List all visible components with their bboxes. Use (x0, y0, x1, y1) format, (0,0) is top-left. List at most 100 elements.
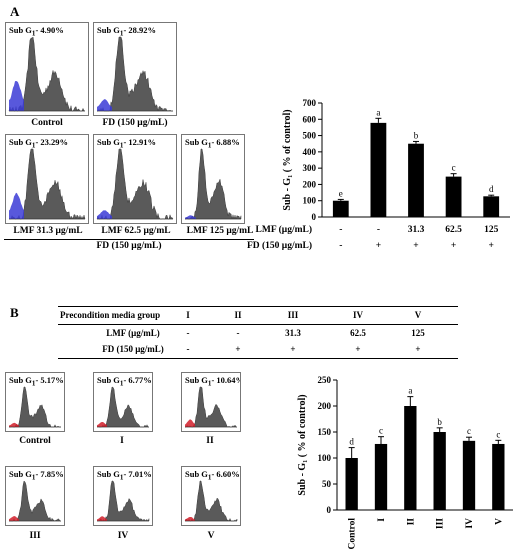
y-tick-label: 150 (318, 427, 332, 437)
histogram-area (184, 480, 238, 522)
row-label: LMF (μg/mL) (256, 224, 312, 235)
histogram-caption: I (120, 436, 124, 446)
table-row-label: LMF (μg/mL) (106, 328, 160, 338)
histogram-a-0: Sub G1- 4.90% (5, 22, 89, 116)
histogram-area (96, 480, 150, 522)
significance-letter: c (452, 163, 456, 173)
histogram-b-5: Sub G1- 6.60% (181, 466, 241, 526)
row-value: - (377, 225, 380, 235)
bar (445, 176, 462, 217)
histogram-caption: LMF 31.3 μg/mL (13, 226, 83, 236)
histogram-a-2: Sub G1- 23.29% (5, 134, 89, 224)
y-axis-label: Sub - G₁ ( % of control) (297, 394, 308, 495)
y-tick-label: 200 (318, 401, 332, 411)
sub-g1-area (9, 81, 24, 111)
y-tick-label: 250 (318, 375, 332, 385)
row-value: + (376, 241, 381, 251)
row-value: + (451, 241, 456, 251)
bar (345, 458, 358, 510)
bar (332, 200, 349, 217)
table-cell: 125 (411, 328, 425, 338)
histogram-area (97, 36, 173, 112)
bar (462, 440, 476, 510)
chart-a: 0 100 200 300 400 500 600 700 Sub - G₁ ( % of co… (247, 95, 515, 270)
histogram-area (185, 148, 242, 220)
histogram-label: Sub G1- 28.92% (97, 25, 157, 38)
significance-letter: a (376, 107, 380, 117)
sub-g1-area (185, 517, 195, 521)
table-header-cell: III (287, 310, 299, 320)
row-value: 31.3 (408, 225, 425, 235)
histogram-b-4: Sub G1- 7.01% (93, 466, 153, 526)
significance-letter: d (489, 184, 494, 194)
sub-g1-area (9, 422, 19, 427)
table-cell: + (235, 344, 241, 354)
table-cell: 62.5 (350, 328, 366, 338)
histogram-a-4: Sub G1- 6.88% (181, 134, 245, 224)
panel-b-letter: B (10, 305, 19, 320)
significance-letter: d (349, 437, 354, 447)
y-tick-label: 0 (327, 505, 332, 515)
table-top-rule (58, 306, 458, 307)
table-cell: - (186, 344, 190, 354)
histogram-caption: II (206, 436, 214, 446)
sub-g1-area (97, 516, 107, 521)
histogram-label: Sub G1- 4.90% (9, 25, 64, 38)
histogram-caption: Control (19, 436, 51, 446)
histogram-a-3: Sub G1- 12.91% (93, 134, 177, 224)
significance-letter: e (339, 188, 343, 198)
bar (483, 196, 500, 217)
y-axis-label: Sub - G₁ ( % of control) (282, 109, 293, 210)
x-tick-label: III (436, 518, 446, 529)
histogram-label: Sub G1- 7.01% (97, 469, 152, 482)
histogram-label: Sub G1- 6.60% (185, 469, 240, 482)
table-header-cell: I (186, 310, 190, 320)
histogram-caption: III (29, 531, 41, 541)
row-value: 62.5 (445, 225, 462, 235)
sub-g1-area (9, 516, 19, 521)
bar (374, 443, 388, 510)
sub-g1-area (97, 422, 107, 427)
histogram-area (9, 386, 61, 428)
histogram-b-2: Sub G1- 10.64% (181, 372, 241, 432)
histogram-label: Sub G1- 23.29% (9, 137, 69, 150)
y-tick-label: 50 (322, 479, 332, 489)
panel-a-letter: A (10, 4, 20, 19)
table-header-cell: II (234, 310, 242, 320)
significance-letter: c (467, 426, 471, 436)
table-cell: + (415, 344, 421, 354)
histogram-b-3: Sub G1- 7.85% (5, 466, 65, 526)
table-row-label: FD (150 μg/mL) (102, 344, 164, 354)
table-cell: 31.3 (285, 328, 301, 338)
sub-g1-area (97, 99, 112, 111)
x-tick-label: II (406, 518, 416, 526)
group-caption: FD (150 μg/mL) (96, 241, 162, 251)
histogram-label: Sub G1- 7.85% (9, 469, 64, 482)
histogram-a-1: Sub G1- 28.92% (93, 22, 177, 116)
sub-g1-area (185, 419, 195, 427)
bar (404, 406, 417, 510)
histogram-caption: Control (31, 118, 63, 128)
histogram-area (96, 386, 149, 428)
y-tick-label: 500 (303, 131, 317, 141)
x-tick-label: V (494, 518, 504, 525)
y-tick-label: 300 (303, 163, 317, 173)
y-tick-label: 400 (303, 147, 317, 157)
histogram-label: Sub G1- 6.88% (185, 137, 240, 150)
chart-b: 0 50 100 150 200 250 Sub - G₁ ( % of control) d… (285, 372, 515, 550)
y-tick-label: 200 (303, 179, 317, 189)
histogram-label: Sub G1- 5.17% (9, 375, 64, 388)
sub-g1-area (97, 210, 112, 219)
significance-letter: b (437, 417, 442, 427)
sub-g1-area (185, 215, 196, 219)
x-tick-label: I (377, 518, 387, 522)
bar (408, 143, 424, 217)
significance-letter: b (414, 130, 419, 140)
histogram-area (185, 386, 237, 428)
row-value: - (339, 241, 342, 251)
table-cell: - (186, 328, 190, 338)
row-value: + (413, 241, 418, 251)
significance-letter: c (379, 426, 383, 436)
y-tick-label: 100 (318, 453, 332, 463)
histogram-caption: LMF 125 μg/mL (186, 226, 254, 236)
